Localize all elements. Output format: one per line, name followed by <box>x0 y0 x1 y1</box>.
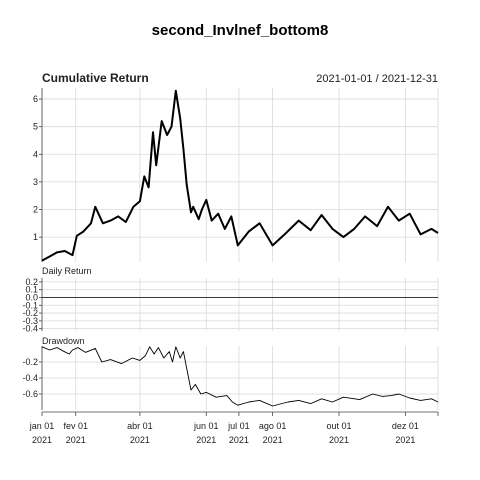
drawdown-series-line <box>41 346 439 407</box>
y-tick-label: 2 <box>33 205 38 215</box>
x-tick-year: 2021 <box>395 435 415 445</box>
x-tick-label: jun 01 <box>193 421 219 431</box>
y-tick-label: -0.4 <box>22 373 38 383</box>
y-tick-label: -0.2 <box>22 308 38 318</box>
x-tick-year: 2021 <box>32 435 52 445</box>
x-tick-label: dez 01 <box>392 421 419 431</box>
x-tick-year: 2021 <box>263 435 283 445</box>
y-tick-label: -0.6 <box>22 389 38 399</box>
cumulative-panel-title: Cumulative Return <box>42 71 149 85</box>
chart-title: second_Invlnef_bottom8 <box>152 22 329 39</box>
x-tick-year: 2021 <box>229 435 249 445</box>
date-range: 2021-01-01 / 2021-12-31 <box>316 73 438 85</box>
y-tick-label: 4 <box>33 149 38 159</box>
y-tick-label: 5 <box>33 122 38 132</box>
y-tick-label: 6 <box>33 94 38 104</box>
marks-layer <box>41 89 439 407</box>
y-tick-label: -0.1 <box>22 300 38 310</box>
y-tick-label: -0.2 <box>22 357 38 367</box>
x-tick-label: jan 01 <box>29 421 55 431</box>
x-tick-year: 2021 <box>196 435 216 445</box>
x-tick-year: 2021 <box>66 435 86 445</box>
y-tick-label: 0.0 <box>25 292 38 302</box>
y-tick-label: 3 <box>33 177 38 187</box>
x-tick-label: ago 01 <box>259 421 287 431</box>
drawdown-panel-title: Drawdown <box>42 336 85 346</box>
x-tick-year: 2021 <box>329 435 349 445</box>
x-tick-label: fev 01 <box>63 421 88 431</box>
y-tick-label: -0.3 <box>22 316 38 326</box>
x-tick-label: out 01 <box>326 421 351 431</box>
y-tick-label: 0.1 <box>25 285 38 295</box>
y-tick-label: 0.2 <box>25 277 38 287</box>
grid-layer <box>41 88 439 410</box>
x-tick-label: jul 01 <box>227 421 250 431</box>
y-tick-label: 1 <box>33 232 38 242</box>
axis-layer <box>39 88 439 416</box>
cumulative-series-line <box>41 89 439 262</box>
x-tick-year: 2021 <box>130 435 150 445</box>
label-layer: 1234560.20.10.0-0.1-0.2-0.3-0.4-0.2-0.4-… <box>22 94 418 445</box>
y-tick-label: -0.4 <box>22 324 38 334</box>
daily-panel-title: Daily Return <box>42 266 92 276</box>
x-tick-label: abr 01 <box>127 421 153 431</box>
